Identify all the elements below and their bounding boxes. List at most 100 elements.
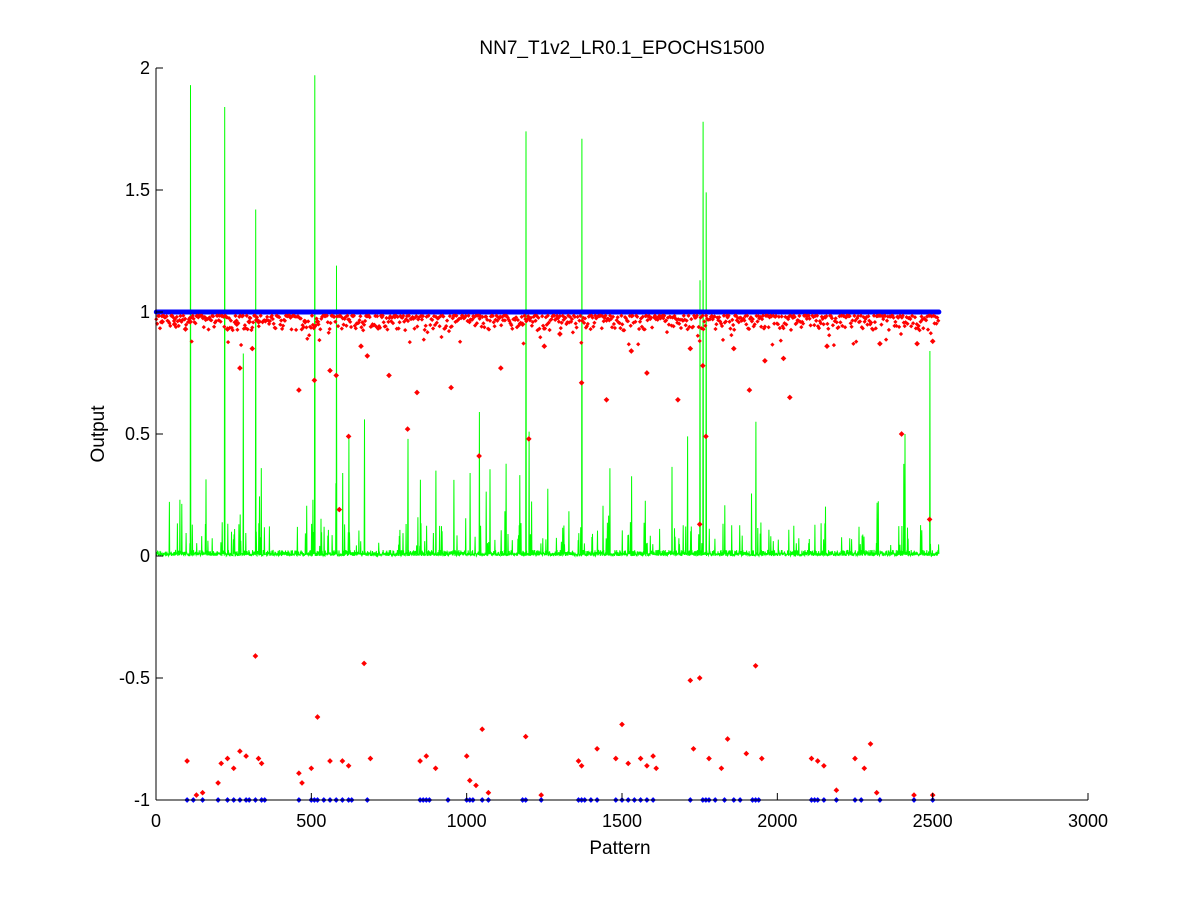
- output-point: [824, 343, 830, 350]
- output-point: [428, 322, 433, 328]
- output-point: [838, 320, 843, 325]
- output-point: [237, 365, 243, 371]
- output-point: [865, 322, 870, 327]
- output-point: [746, 387, 753, 393]
- output-point: [215, 780, 221, 786]
- output-point: [871, 313, 877, 318]
- output-point: [729, 332, 734, 338]
- output-point: [509, 322, 514, 328]
- output-point: [384, 315, 389, 321]
- output-point: [633, 319, 638, 324]
- output-point: [603, 313, 608, 318]
- output-point: [588, 326, 593, 332]
- output-point: [479, 726, 486, 733]
- x-tick-label: 0: [151, 811, 161, 831]
- output-point: [916, 323, 921, 329]
- y-tick-label: 1: [140, 302, 150, 322]
- output-point: [417, 758, 423, 764]
- output-point: [575, 758, 582, 764]
- output-point: [473, 782, 479, 789]
- output-point: [814, 758, 821, 764]
- output-point: [422, 327, 427, 333]
- output-point: [731, 322, 736, 328]
- output-point: [681, 313, 686, 318]
- output-point: [847, 313, 852, 319]
- output-point: [367, 755, 374, 762]
- output-point: [743, 750, 750, 757]
- output-point: [502, 318, 508, 323]
- output-point: [490, 313, 495, 319]
- output-point: [921, 326, 926, 331]
- output-point: [732, 327, 737, 332]
- output-point: [626, 342, 631, 347]
- output-point: [209, 318, 214, 323]
- output-point: [457, 339, 463, 344]
- output-point: [499, 323, 504, 328]
- output-point: [612, 325, 618, 331]
- output-point: [893, 319, 898, 325]
- output-point: [797, 313, 802, 319]
- output-point: [637, 319, 643, 324]
- output-point: [628, 323, 633, 328]
- output-point: [928, 331, 933, 336]
- output-point: [891, 315, 896, 320]
- output-point: [333, 319, 338, 324]
- output-point: [191, 316, 196, 321]
- output-point: [911, 792, 917, 798]
- output-point: [258, 313, 263, 318]
- output-point: [423, 753, 430, 759]
- output-point: [314, 318, 321, 325]
- output-point: [883, 337, 889, 342]
- output-point: [861, 765, 868, 772]
- output-point: [702, 319, 707, 324]
- output-point: [444, 318, 450, 323]
- output-point: [226, 315, 232, 321]
- output-point: [620, 322, 625, 327]
- output-point: [397, 320, 402, 325]
- output-point: [358, 314, 363, 319]
- output-point: [730, 345, 737, 352]
- output-point: [703, 323, 708, 328]
- output-point: [415, 324, 420, 329]
- output-point: [529, 323, 535, 328]
- output-point: [255, 755, 262, 762]
- output-point: [367, 314, 372, 320]
- output-point: [814, 313, 820, 318]
- output-point: [487, 318, 493, 323]
- output-point: [849, 324, 854, 329]
- output-point: [744, 322, 749, 327]
- output-point: [569, 316, 575, 322]
- output-point: [353, 326, 358, 331]
- output-point: [577, 318, 582, 323]
- output-point: [821, 322, 826, 327]
- output-point: [842, 325, 848, 330]
- output-point: [848, 321, 853, 326]
- output-point: [301, 325, 306, 330]
- output-point: [696, 521, 703, 528]
- output-point: [271, 321, 276, 326]
- output-point: [491, 320, 496, 325]
- output-point: [557, 313, 563, 319]
- output-point: [344, 323, 349, 328]
- output-point: [636, 342, 641, 347]
- x-tick-label: 1500: [602, 811, 642, 831]
- output-point: [618, 325, 623, 331]
- output-point: [612, 755, 619, 762]
- output-point: [830, 323, 836, 328]
- output-point: [622, 328, 627, 333]
- output-point: [265, 314, 270, 320]
- output-point: [206, 327, 211, 332]
- y-tick-label: 0.5: [125, 424, 150, 444]
- output-point: [250, 325, 255, 330]
- output-point: [441, 314, 446, 319]
- output-point: [211, 324, 217, 329]
- output-point: [390, 320, 396, 326]
- output-point: [780, 355, 787, 362]
- output-point: [662, 313, 667, 318]
- output-point: [492, 324, 497, 329]
- output-point: [792, 314, 797, 320]
- output-point: [358, 343, 364, 350]
- output-point: [821, 762, 827, 769]
- y-tick-label: -0.5: [119, 668, 150, 688]
- output-point: [474, 321, 480, 326]
